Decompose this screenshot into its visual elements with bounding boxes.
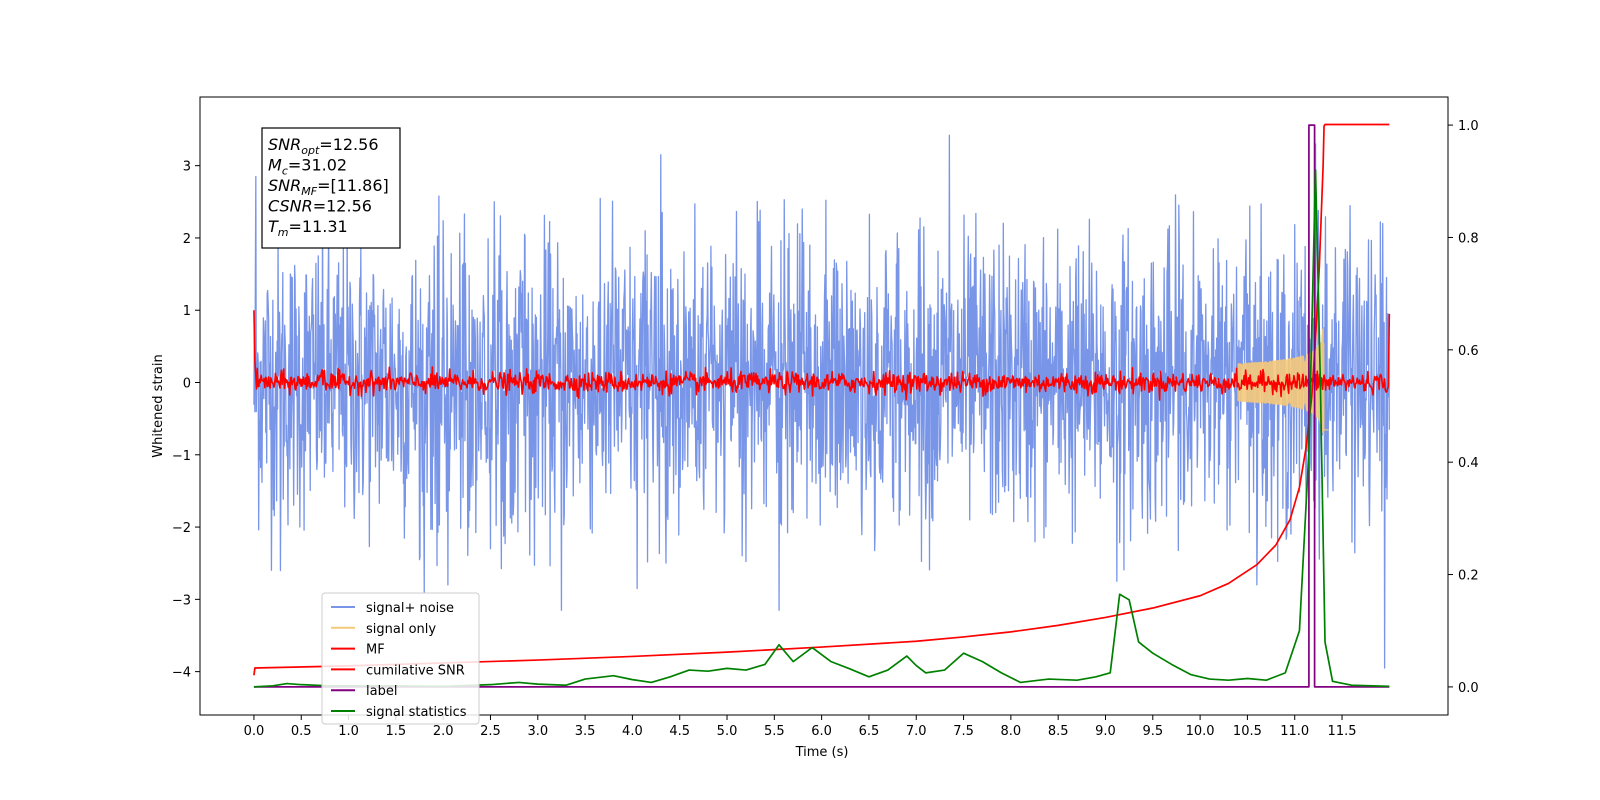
- y2-tick-label: 0.0: [1458, 681, 1479, 696]
- x-tick-label: 5.5: [764, 724, 785, 739]
- series-mf: [253, 310, 1391, 401]
- x-tick-label: 9.0: [1095, 724, 1116, 739]
- legend-item: signal+ noise: [331, 601, 454, 616]
- legend-item: cumilative SNR: [331, 663, 465, 678]
- annotation-line: SNRMF=[11.86]: [268, 176, 389, 198]
- annotation-box: SNRopt=12.56Mc=31.02SNRMF=[11.86]CSNR=12…: [261, 127, 401, 249]
- y2-tick-label: 1.0: [1458, 119, 1479, 134]
- plot-area: [253, 123, 1391, 688]
- x-tick-label: 11.5: [1328, 724, 1357, 739]
- x-tick-label: 4.5: [669, 724, 690, 739]
- legend-item: label: [331, 684, 397, 699]
- legend-label: cumilative SNR: [366, 663, 465, 678]
- legend-label: signal+ noise: [366, 601, 454, 616]
- y-tick-label: 3: [183, 160, 191, 175]
- x-tick-label: 1.0: [338, 724, 359, 739]
- x-tick-label: 10.0: [1186, 724, 1215, 739]
- y2-tick-label: 0.4: [1458, 456, 1479, 471]
- series-signal-noise: [253, 134, 1390, 669]
- x-tick-label: 5.0: [717, 724, 738, 739]
- series-cumilative-snr: [253, 123, 1390, 676]
- y2-tick-label: 0.8: [1458, 231, 1479, 246]
- x-tick-label: 7.5: [953, 724, 974, 739]
- annotation-line: Mc=31.02: [268, 156, 347, 178]
- x-tick-label: 8.0: [1001, 724, 1022, 739]
- series-signal-only: [1237, 327, 1330, 436]
- y-tick-label: 0: [183, 377, 191, 392]
- x-tick-label: 0.0: [244, 724, 265, 739]
- series-label: [253, 124, 1390, 688]
- legend-item: signal only: [331, 622, 436, 637]
- legend-item: MF: [331, 643, 385, 658]
- x-tick-label: 2.5: [480, 724, 501, 739]
- y-axis-left: −4 −3 −2 −1 0 1 2 3: [172, 160, 200, 681]
- x-tick-label: 4.0: [622, 724, 643, 739]
- legend-label: signal only: [366, 622, 436, 637]
- legend-label: label: [366, 684, 397, 699]
- y-axis-label: Whitened strain: [151, 354, 166, 457]
- annotation-line: Tm=11.31: [268, 217, 348, 239]
- y2-tick-label: 0.6: [1458, 344, 1479, 359]
- x-tick-label: 3.0: [527, 724, 548, 739]
- x-tick-label: 6.5: [859, 724, 880, 739]
- x-tick-label: 2.0: [433, 724, 454, 739]
- x-tick-label: 11.0: [1280, 724, 1309, 739]
- x-tick-label: 1.5: [386, 724, 407, 739]
- annotation-line: CSNR=12.56: [268, 197, 372, 216]
- x-tick-label: 3.5: [575, 724, 596, 739]
- y-tick-label: 2: [183, 232, 191, 247]
- plot-frame: [199, 96, 1449, 716]
- y-tick-label: −2: [172, 521, 191, 536]
- x-axis: 0.0 0.5 1.0 1.5 2.0 2.5 3.0 3.5 4.0 4.5 5.0 5.5 6.0 6…: [244, 715, 1357, 739]
- legend: signal+ noise signal only MF cumilative SNR…: [321, 592, 480, 725]
- x-tick-label: 6.0: [811, 724, 832, 739]
- legend-item: signal statistics: [331, 705, 467, 720]
- x-tick-label: 0.5: [291, 724, 312, 739]
- x-tick-label: 8.5: [1048, 724, 1069, 739]
- x-tick-label: 9.5: [1142, 724, 1163, 739]
- y-tick-label: −4: [172, 666, 191, 681]
- legend-label: MF: [366, 643, 385, 658]
- y-tick-label: 1: [183, 304, 191, 319]
- y-tick-label: −3: [172, 593, 191, 608]
- x-tick-label: 10.5: [1233, 724, 1262, 739]
- y-axis-right: 0.0 0.2 0.4 0.6 0.8 1.0: [1448, 119, 1479, 696]
- x-tick-label: 7.0: [906, 724, 927, 739]
- y2-tick-label: 0.2: [1458, 569, 1479, 584]
- y-tick-label: −1: [172, 449, 191, 464]
- x-axis-label: Time (s): [795, 745, 849, 760]
- annotation-line: SNRopt=12.56: [268, 135, 379, 157]
- series-signal-statistics: [253, 169, 1390, 688]
- legend-label: signal statistics: [366, 705, 467, 720]
